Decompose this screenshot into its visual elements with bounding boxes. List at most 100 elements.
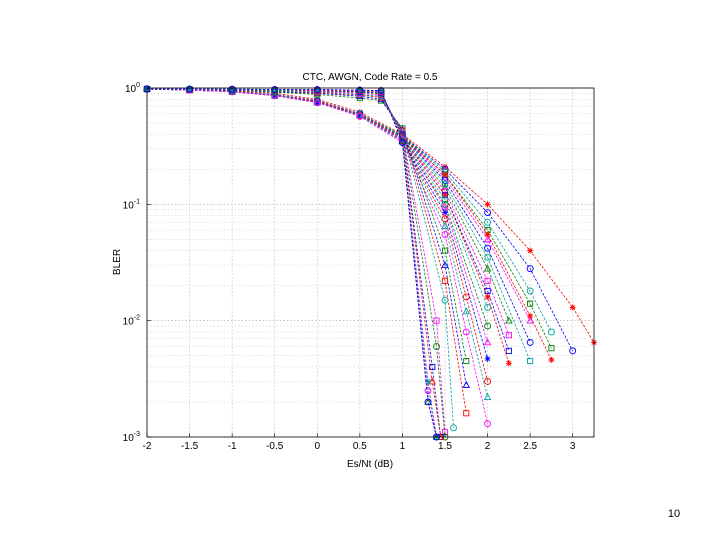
data-point-square: [505, 347, 512, 354]
series-group: [143, 84, 597, 441]
data-point-triangle: [441, 221, 449, 229]
data-point-star: [314, 99, 321, 106]
data-point-star: [484, 231, 491, 238]
x-tick-label: 1.5: [438, 441, 452, 452]
data-point-circle: [462, 328, 470, 336]
data-point-star: [442, 171, 448, 178]
data-point-triangle: [441, 183, 449, 191]
series-line: [146, 88, 446, 433]
data-point-circle: [313, 99, 321, 106]
x-tick-label: -0.5: [266, 441, 284, 452]
data-point-triangle: [483, 264, 492, 272]
x-tick-label: -2: [143, 441, 152, 452]
data-point-square: [484, 254, 491, 261]
data-point-star: [442, 209, 448, 216]
y-tick-label: 10-1: [123, 198, 140, 211]
data-point-circle: [484, 303, 492, 311]
data-point-star: [527, 247, 534, 254]
data-point-triangle: [483, 235, 492, 243]
data-point-star: [271, 87, 278, 94]
data-point-circle: [441, 215, 449, 223]
data-point-circle: [526, 338, 534, 346]
data-point-square: [433, 317, 440, 324]
data-point-star: [356, 112, 363, 119]
data-point-circle: [377, 87, 385, 95]
data-point-circle: [433, 343, 440, 350]
x-ticks: -2 -1.5 -1 -0.5 0 0.5 1 1.5 2 2.5 3: [143, 433, 576, 452]
x-tick-label: 0.5: [353, 441, 367, 452]
data-point-star: [484, 293, 491, 300]
x-tick-label: 2.5: [523, 441, 537, 452]
data-point-star: [527, 312, 534, 319]
data-point-star: [484, 355, 491, 362]
data-point-square: [463, 410, 470, 417]
series-line: [146, 88, 552, 333]
data-point-star: [424, 378, 431, 385]
data-point-circle: [313, 86, 321, 93]
data-point-circle: [441, 296, 449, 304]
data-point-star: [548, 356, 555, 363]
data-point-square: [548, 345, 555, 352]
x-tick-label: -1.5: [181, 441, 199, 452]
data-point-star: [271, 92, 278, 99]
data-point-circle: [526, 287, 534, 295]
y-tick-label: 10-2: [123, 315, 140, 328]
data-point-circle: [484, 218, 492, 226]
data-point-star: [505, 360, 512, 367]
data-point-square: [429, 363, 436, 371]
data-point-circle: [526, 265, 534, 273]
data-point-star: [442, 163, 448, 170]
data-point-triangle: [505, 316, 513, 324]
data-point-square: [441, 247, 449, 254]
data-point-circle: [356, 112, 364, 120]
y-ticks: 100 10-1 10-2 10-3: [123, 82, 151, 444]
series-line: [146, 88, 488, 398]
data-point-circle: [484, 322, 492, 330]
y-tick-label: 10-3: [123, 431, 140, 444]
data-point-triangle: [356, 85, 364, 93]
plot-area: [147, 88, 594, 437]
data-point-star: [569, 304, 576, 311]
plot-frame: [146, 87, 595, 438]
chart-title: CTC, AWGN, Code Rate = 0.5: [303, 72, 438, 83]
x-tick-label: 3: [570, 441, 576, 452]
y-tick-label: 100: [125, 82, 140, 95]
data-point-triangle: [462, 380, 471, 388]
data-point-square: [441, 277, 449, 284]
data-point-triangle: [424, 397, 432, 405]
data-point-triangle: [483, 338, 492, 346]
data-point-circle: [569, 347, 577, 355]
data-point-circle: [484, 209, 492, 216]
y-axis-label: BLER: [112, 249, 123, 275]
data-point-triangle: [441, 173, 449, 181]
data-point-triangle: [526, 316, 534, 324]
data-point-triangle: [441, 261, 449, 269]
data-point-square: [463, 357, 470, 365]
data-point-triangle: [398, 136, 407, 144]
data-point-square: [484, 277, 491, 284]
data-point-circle: [462, 293, 470, 301]
data-point-circle: [356, 86, 364, 94]
data-point-circle: [271, 86, 279, 93]
data-point-circle: [547, 328, 555, 336]
data-point-star: [186, 86, 193, 93]
series-line: [146, 88, 552, 361]
data-point-star: [442, 192, 448, 199]
x-tick-label: 0: [315, 441, 321, 452]
data-point-star: [484, 201, 491, 208]
data-point-circle: [441, 231, 449, 238]
data-point-circle: [424, 387, 432, 395]
data-point-triangle: [483, 393, 492, 401]
x-tick-label: 2: [485, 441, 491, 452]
data-point-square: [527, 300, 534, 307]
page-number: 10: [667, 508, 681, 520]
series-line: [146, 88, 531, 362]
data-point-square: [527, 357, 534, 365]
series-line: [146, 88, 467, 362]
data-point-star: [378, 88, 385, 95]
data-point-circle: [424, 398, 432, 406]
series-line: [146, 88, 437, 438]
data-point-circle: [228, 85, 236, 93]
series-line: [146, 88, 574, 352]
